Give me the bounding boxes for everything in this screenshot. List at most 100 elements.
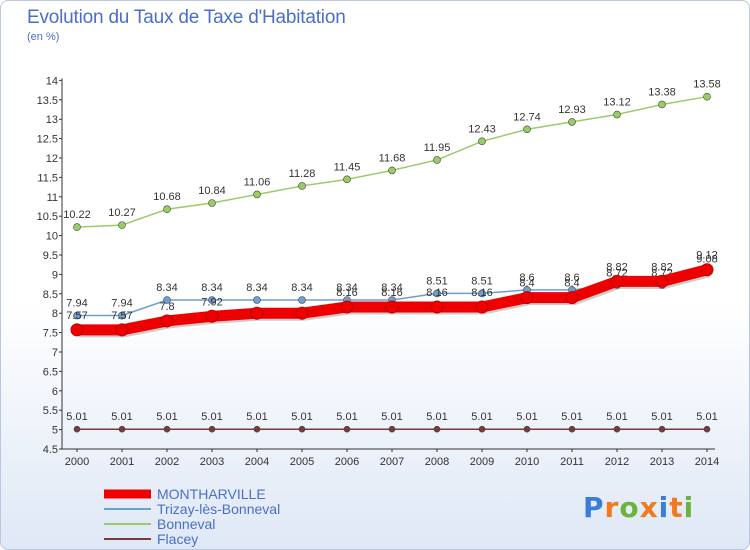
data-label: 11.68 xyxy=(379,152,406,164)
data-point xyxy=(298,425,306,433)
legend-label: MONTHARVILLE xyxy=(157,486,266,502)
data-label: 5.01 xyxy=(606,411,627,423)
data-label: 7.94 xyxy=(66,298,87,310)
data-label: 5.01 xyxy=(336,411,357,423)
data-point xyxy=(658,425,666,433)
data-point xyxy=(613,110,621,119)
data-point xyxy=(253,425,261,433)
y-tick-label: 12.5 xyxy=(37,134,58,146)
data-label: 11.45 xyxy=(334,161,361,173)
data-point xyxy=(253,296,261,304)
data-point xyxy=(163,205,171,214)
data-label: 7.57 xyxy=(66,310,87,322)
x-tick-label: 2008 xyxy=(425,456,449,468)
data-label: 9.08 xyxy=(696,253,717,265)
legend-label: Bonneval xyxy=(157,516,215,532)
data-point xyxy=(343,175,351,184)
data-label: 5.01 xyxy=(111,411,132,423)
y-tick-label: 13.5 xyxy=(37,95,58,107)
data-label: 8.6 xyxy=(564,272,579,284)
data-label: 12.93 xyxy=(558,104,586,116)
data-point xyxy=(208,199,216,207)
data-label: 7.57 xyxy=(111,310,132,322)
data-label: 5.01 xyxy=(291,411,312,423)
y-tick-label: 11.5 xyxy=(37,172,58,184)
y-tick-label: 12 xyxy=(46,153,58,165)
data-point xyxy=(115,323,129,337)
data-point xyxy=(73,311,81,320)
data-label: 13.12 xyxy=(603,97,631,109)
x-tick-label: 2006 xyxy=(335,456,359,468)
y-tick-label: 9.5 xyxy=(43,250,58,262)
y-tick-label: 6 xyxy=(52,386,58,398)
x-tick-label: 2014 xyxy=(695,456,719,468)
y-tick-label: 7 xyxy=(52,347,58,359)
data-point xyxy=(253,190,261,199)
data-label: 8.16 xyxy=(381,287,402,299)
data-label: 5.01 xyxy=(246,411,267,423)
data-label: 13.38 xyxy=(648,86,676,98)
chart-subtitle: (en %) xyxy=(27,31,60,43)
legend-label: Trizay-lès-Bonneval xyxy=(157,501,280,517)
data-label: 5.01 xyxy=(156,411,177,423)
data-point xyxy=(523,125,531,134)
x-tick-label: 2012 xyxy=(605,456,629,468)
data-point xyxy=(298,182,306,190)
data-label: 8.16 xyxy=(426,287,447,299)
data-point xyxy=(163,296,171,304)
data-label: 8.34 xyxy=(156,282,177,294)
x-tick-label: 2010 xyxy=(515,456,539,468)
data-label: 8.51 xyxy=(471,275,492,287)
y-tick-label: 11 xyxy=(47,192,58,204)
data-label: 10.22 xyxy=(63,209,91,221)
data-label: 8.16 xyxy=(471,287,492,299)
data-label: 12.74 xyxy=(513,111,541,123)
x-tick-label: 2011 xyxy=(560,456,584,468)
data-point xyxy=(520,291,534,305)
data-point xyxy=(163,425,171,433)
data-point xyxy=(340,300,354,314)
data-label: 5.01 xyxy=(516,411,537,423)
data-point xyxy=(160,314,174,328)
data-point xyxy=(433,289,441,298)
data-point xyxy=(295,306,309,320)
y-tick-label: 9 xyxy=(52,269,58,281)
data-label: 8.82 xyxy=(606,261,627,273)
data-point xyxy=(430,300,444,314)
data-label: 8.34 xyxy=(201,282,222,294)
x-tick-label: 2007 xyxy=(380,456,404,468)
data-point xyxy=(655,274,669,288)
data-point xyxy=(703,425,711,433)
data-point xyxy=(208,425,216,433)
data-label: 5.01 xyxy=(426,411,447,423)
proxiti-logo: Proxiti xyxy=(583,491,695,524)
data-label: 13.58 xyxy=(693,79,721,91)
x-tick-label: 2002 xyxy=(155,456,179,468)
data-label: 8.34 xyxy=(336,282,357,294)
data-label: 11.06 xyxy=(244,176,271,188)
data-label: 8.4 xyxy=(519,278,534,290)
data-point xyxy=(475,300,489,314)
data-label: 5.01 xyxy=(651,411,672,423)
data-label: 8.6 xyxy=(519,272,534,284)
x-tick-label: 2001 xyxy=(110,456,134,468)
data-point xyxy=(205,309,219,323)
data-label: 5.01 xyxy=(561,411,582,423)
data-label: 11.28 xyxy=(289,168,316,180)
y-tick-label: 10 xyxy=(46,231,58,243)
data-point xyxy=(388,166,396,175)
y-tick-label: 7.5 xyxy=(43,328,58,340)
data-point xyxy=(703,92,711,101)
y-tick-label: 8.5 xyxy=(43,289,58,301)
data-label: 7.8 xyxy=(159,301,174,313)
chart-title: Evolution du Taux de Taxe d'Habitation xyxy=(27,7,346,28)
data-label: 12.43 xyxy=(468,123,496,135)
data-point xyxy=(73,425,81,433)
x-tick-label: 2004 xyxy=(245,456,269,468)
data-point xyxy=(658,100,666,109)
data-label: 8.82 xyxy=(651,261,672,273)
x-tick-label: 2013 xyxy=(650,456,674,468)
x-tick-label: 2003 xyxy=(200,456,224,468)
data-label: 10.84 xyxy=(198,185,226,197)
